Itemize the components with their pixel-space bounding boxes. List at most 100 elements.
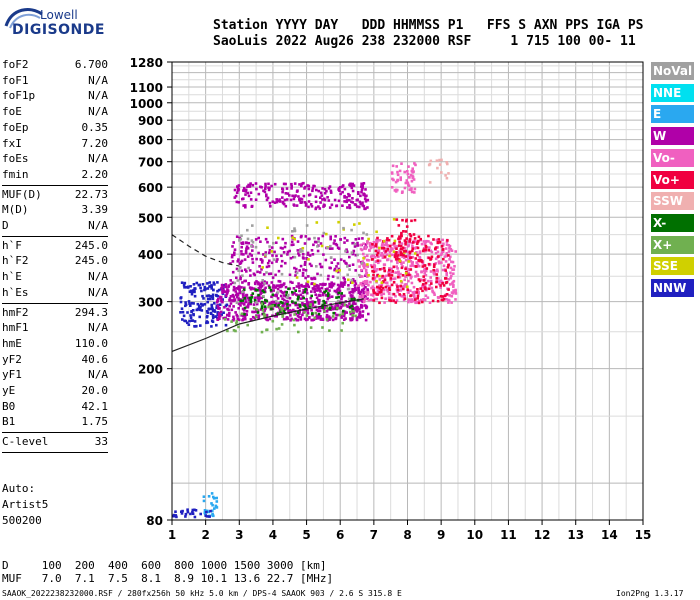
echo-point <box>372 245 375 249</box>
echo-point <box>297 330 300 334</box>
echo-point <box>297 195 300 198</box>
echo-point <box>442 284 446 287</box>
echo-point <box>325 232 328 236</box>
echo-point <box>238 239 241 242</box>
echo-point <box>435 276 439 280</box>
echo-point <box>453 265 456 268</box>
echo-point <box>299 297 303 300</box>
echo-point <box>394 301 398 304</box>
echo-point <box>325 189 328 193</box>
echo-point <box>242 253 245 256</box>
echo-point <box>364 280 367 283</box>
echo-point <box>273 201 277 204</box>
echo-point <box>218 295 222 299</box>
echo-point <box>190 301 194 305</box>
echo-point <box>451 260 455 264</box>
echo-point <box>303 303 306 306</box>
echo-point <box>239 261 243 265</box>
echo-point <box>277 327 281 330</box>
echo-point <box>365 272 369 275</box>
echo-point <box>449 276 452 280</box>
echo-point <box>265 271 268 274</box>
echo-point <box>267 304 271 307</box>
echo-point <box>280 309 284 312</box>
echo-point <box>452 290 456 294</box>
echo-point <box>425 246 428 249</box>
echo-point <box>326 297 330 301</box>
echo-point <box>198 315 201 319</box>
echo-point <box>287 287 290 291</box>
echo-point <box>341 185 344 189</box>
echo-point <box>313 300 317 304</box>
echo-point <box>324 301 328 304</box>
echo-point <box>350 251 354 254</box>
y-tick-label: 600 <box>138 181 163 195</box>
echo-point <box>429 276 432 279</box>
echo-point <box>424 281 428 285</box>
param-separator <box>2 184 108 186</box>
echo-point <box>450 260 453 264</box>
echo-point <box>298 310 301 313</box>
echo-point <box>338 269 341 272</box>
echo-point <box>205 510 208 514</box>
echo-point <box>255 280 258 283</box>
x-tick-label: 10 <box>466 528 483 542</box>
echo-point <box>359 247 363 251</box>
echo-point <box>193 508 196 512</box>
echo-point <box>255 187 258 191</box>
echo-point <box>404 275 407 279</box>
echo-point <box>411 244 414 248</box>
echo-point <box>331 307 334 311</box>
echo-point <box>351 289 355 292</box>
echo-point <box>412 233 416 236</box>
echo-point <box>405 273 409 277</box>
echo-point <box>290 182 293 186</box>
echo-point <box>410 281 414 285</box>
echo-point <box>296 240 300 243</box>
echo-point <box>366 206 369 209</box>
echo-point <box>439 253 443 256</box>
echo-point <box>353 287 357 290</box>
echo-point <box>413 291 416 294</box>
echo-point <box>376 236 379 240</box>
echo-point <box>404 240 408 244</box>
echo-point <box>198 308 201 312</box>
echo-point <box>341 321 344 325</box>
echo-point <box>273 182 277 186</box>
echo-point <box>336 299 340 303</box>
echo-point <box>318 287 321 291</box>
echo-point <box>425 239 428 243</box>
echo-point <box>283 245 287 249</box>
echo-point <box>305 291 309 295</box>
echo-point <box>251 261 255 264</box>
echo-point <box>237 269 240 272</box>
param-value: 294.3 <box>74 305 108 319</box>
echo-point <box>209 509 212 513</box>
echo-point <box>319 273 323 277</box>
echo-point <box>330 203 334 207</box>
echo-point <box>363 290 366 294</box>
echo-point <box>364 245 367 249</box>
echo-point <box>244 188 248 192</box>
echo-point <box>233 188 237 192</box>
echo-point <box>325 306 329 310</box>
param-value: N/A <box>88 368 108 382</box>
echo-point <box>375 297 378 301</box>
echo-point <box>222 289 225 292</box>
echo-point <box>416 246 420 250</box>
echo-point <box>264 182 267 186</box>
echo-point <box>334 235 337 238</box>
echo-point <box>402 256 406 259</box>
echo-point <box>346 239 349 242</box>
echo-point <box>257 282 260 286</box>
echo-point <box>409 173 413 177</box>
echo-point <box>448 247 451 250</box>
echo-point <box>234 194 238 198</box>
echo-point <box>361 295 364 299</box>
echo-point <box>237 297 240 300</box>
echo-point <box>343 312 346 315</box>
echo-point <box>181 509 184 513</box>
echo-point <box>253 281 257 285</box>
echo-point <box>254 238 258 241</box>
echo-point <box>328 318 331 321</box>
